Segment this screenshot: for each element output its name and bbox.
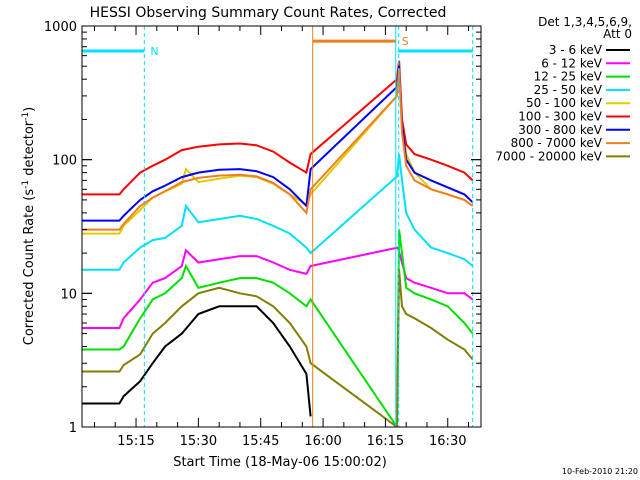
y-tick-label: 1000	[44, 20, 77, 35]
plot-frame	[81, 25, 482, 428]
legend-item-label: 25 - 50 keV	[534, 83, 603, 97]
legend-item-label: 50 - 100 keV	[526, 96, 603, 110]
y-axis-label: Corrected Count Rate (s-1 detector-1)	[21, 107, 37, 345]
y-axis-label-sup-1: -1	[21, 180, 31, 189]
legend-item-label: 300 - 800 keV	[518, 123, 602, 137]
x-tick-label: 16:15	[367, 434, 404, 449]
y-axis-label-sup-2: -1	[21, 112, 31, 121]
y-axis-label-part-3: )	[22, 107, 37, 112]
series-line	[82, 305, 312, 417]
legend-item-label: 100 - 300 keV	[518, 110, 602, 124]
series-line	[82, 63, 474, 235]
y-axis-label-part-2: detector	[22, 120, 37, 180]
x-tick-label: 15:15	[117, 434, 154, 449]
event-line-layer	[143, 26, 474, 427]
legend-item-label: 7000 - 20000 keV	[495, 149, 602, 163]
x-tick-label: 16:00	[304, 434, 341, 449]
legend-item-label: 12 - 25 keV	[534, 70, 603, 84]
y-tick-label: 100	[52, 154, 77, 169]
series-line	[82, 66, 474, 222]
series-layer	[82, 60, 474, 427]
legend-item-label: 800 - 7000 keV	[511, 136, 603, 150]
legend-header-line-2: Att 0	[603, 27, 632, 41]
series-line	[82, 60, 474, 196]
y-tick-label: 10	[60, 287, 77, 302]
y-tick-label: 1	[69, 421, 77, 436]
legend-header-line-1: Det 1,3,4,5,6,9,	[538, 15, 632, 29]
series-line	[82, 246, 474, 329]
flag-label: S	[402, 35, 409, 48]
x-axis: 15:15 15:30 15:45 16:00 16:15 16:30	[93, 26, 470, 449]
x-tick-label: 15:45	[242, 434, 279, 449]
legend-item-label: 3 - 6 keV	[549, 43, 603, 57]
flag-layer: NS	[82, 35, 473, 58]
series-line	[82, 269, 474, 427]
series-line	[82, 153, 474, 271]
legend-item-label: 6 - 12 keV	[541, 56, 603, 70]
series-line	[82, 68, 474, 231]
series-line	[82, 229, 474, 427]
x-axis-label: Start Time (18-May-06 15:00:02)	[173, 455, 387, 470]
footer-date: 10-Feb-2010 21:20	[562, 467, 638, 476]
y-axis-label-part-1: Corrected Count Rate (s	[22, 189, 37, 346]
chart-title: HESSI Observing Summary Count Rates, Cor…	[90, 5, 447, 21]
flag-label: N	[150, 45, 158, 58]
x-tick-label: 16:30	[429, 434, 466, 449]
y-axis: 1 10 100 1000	[44, 20, 481, 436]
x-tick-label: 15:30	[180, 434, 217, 449]
